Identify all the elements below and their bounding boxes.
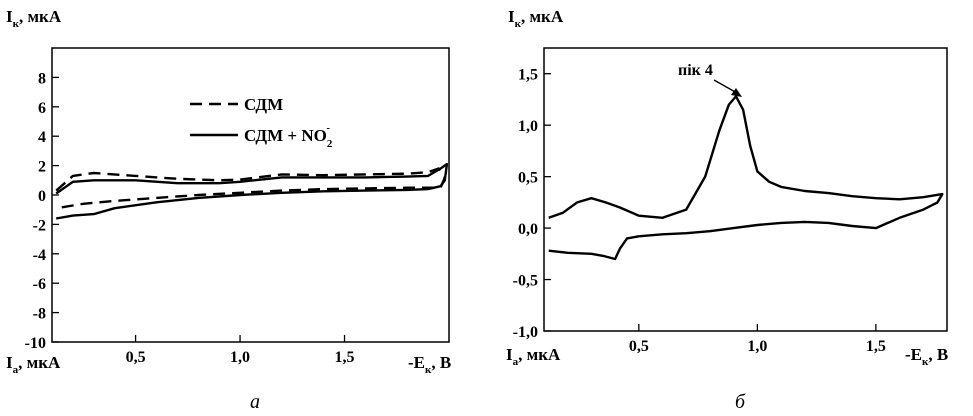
chart-a-ylabel-top: Iк, мкА bbox=[6, 7, 62, 30]
chart-b-xlabel: -Eк, В bbox=[905, 345, 948, 368]
y-tick-label: 0,0 bbox=[518, 221, 538, 238]
series-line bbox=[548, 95, 944, 261]
chart-a: 0,5 1,0 1,5 8 6 4 2 0 -2 -4 -6 -8 -10 Iк, мкА Iа, мк… bbox=[6, 7, 451, 413]
y-tick-label: 1,5 bbox=[518, 67, 538, 84]
x-tick-label: 1,5 bbox=[866, 338, 886, 355]
annotation-arrow-head bbox=[731, 88, 742, 97]
chart-a-legend: СДМ СДМ + NO2- bbox=[190, 95, 333, 150]
chart-b-series bbox=[548, 95, 944, 261]
y-tick-label: -0,5 bbox=[513, 273, 538, 290]
y-tick-label: -4 bbox=[33, 247, 46, 264]
chart-b-panel-label: б bbox=[735, 391, 746, 413]
chart-b-ylabel-bottom: Iа, мкА bbox=[506, 345, 561, 368]
y-tick-label: 8 bbox=[38, 70, 46, 87]
chart-b-ticks: 0,5 1,0 1,5 1,5 1,0 0,5 0,0 -0,5 -1,0 bbox=[513, 67, 886, 355]
y-tick-label: -1,0 bbox=[513, 324, 538, 341]
y-tick-label: 4 bbox=[38, 129, 46, 146]
y-tick-label: -2 bbox=[33, 217, 46, 234]
chart-a-panel-label: а bbox=[250, 391, 260, 413]
series-line bbox=[55, 162, 449, 220]
legend-label-sdm-no2: СДМ + NO2- bbox=[244, 122, 333, 150]
y-tick-label: 1,0 bbox=[518, 118, 538, 135]
y-tick-label: 2 bbox=[38, 159, 46, 176]
x-tick-label: 1,0 bbox=[230, 349, 250, 366]
chart-a-ylabel-bottom: Iа, мкА bbox=[6, 353, 61, 376]
chart-b: 0,5 1,0 1,5 1,5 1,0 0,5 0,0 -0,5 -1,0 Iк, мкА Iа… bbox=[506, 7, 948, 413]
y-tick-label: -8 bbox=[33, 306, 46, 323]
x-tick-label: 0,5 bbox=[629, 338, 649, 355]
chart-b-annotation: пік 4 bbox=[678, 62, 742, 97]
y-tick-label: 0 bbox=[38, 188, 46, 205]
y-tick-label: 6 bbox=[38, 100, 46, 117]
x-tick-label: 0,5 bbox=[126, 349, 146, 366]
y-tick-label: -6 bbox=[33, 276, 46, 293]
y-tick-label: -10 bbox=[25, 335, 46, 352]
y-tick-label: 0,5 bbox=[518, 170, 538, 187]
chart-a-ticks: 0,5 1,0 1,5 8 6 4 2 0 -2 -4 -6 -8 -10 bbox=[25, 70, 355, 366]
chart-b-ylabel-top: Iк, мкА bbox=[508, 7, 564, 30]
annotation-arrow-shaft bbox=[713, 79, 738, 94]
annotation-peak-4: пік 4 bbox=[678, 62, 713, 79]
chart-a-xlabel: -Eк, В bbox=[408, 353, 451, 376]
chart-a-series bbox=[55, 162, 449, 220]
legend-label-sdm: СДМ bbox=[244, 95, 283, 114]
chart-b-frame bbox=[543, 47, 948, 332]
series-line bbox=[55, 167, 446, 210]
x-tick-label: 1,5 bbox=[335, 349, 355, 366]
x-tick-label: 1,0 bbox=[747, 338, 767, 355]
